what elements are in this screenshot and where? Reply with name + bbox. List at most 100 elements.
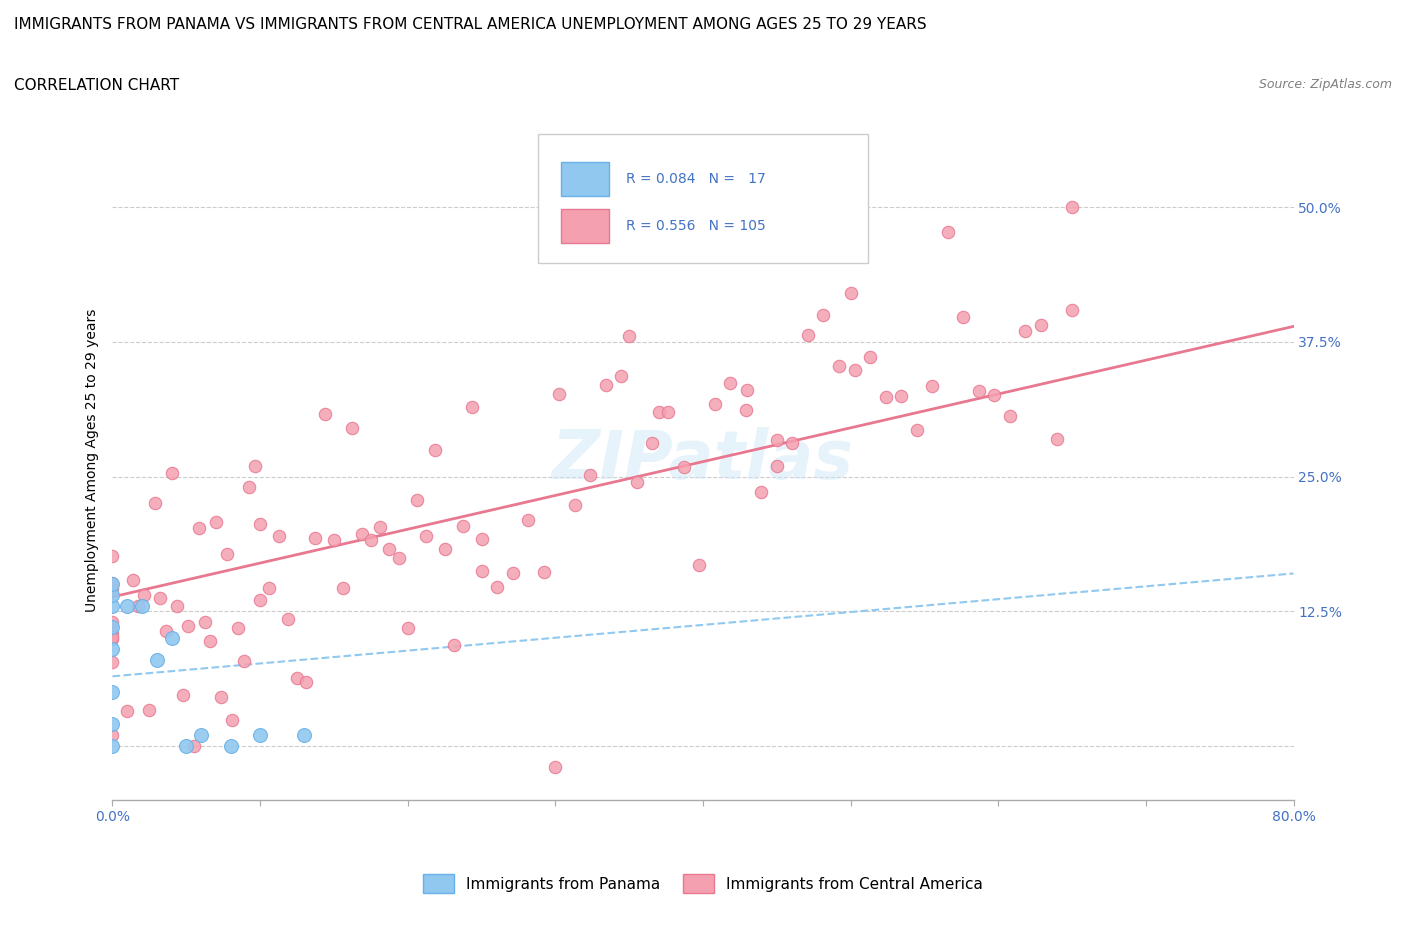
Point xyxy=(209,689,232,704)
Legend: Immigrants from Panama, Immigrants from Central America: Immigrants from Panama, Immigrants from … xyxy=(418,868,988,899)
Point xyxy=(177,618,200,633)
Point xyxy=(766,458,789,473)
Point xyxy=(127,599,149,614)
Point xyxy=(749,485,772,499)
Point xyxy=(619,329,641,344)
Point xyxy=(101,598,124,613)
Point xyxy=(101,581,124,596)
Text: CORRELATION CHART: CORRELATION CHART xyxy=(14,78,179,93)
Text: ZIPatlas: ZIPatlas xyxy=(553,428,853,493)
Point xyxy=(101,717,124,732)
Point xyxy=(406,493,429,508)
Point xyxy=(174,738,197,753)
Y-axis label: Unemployment Among Ages 25 to 29 years: Unemployment Among Ages 25 to 29 years xyxy=(84,309,98,612)
Bar xyxy=(561,162,609,195)
Text: Source: ZipAtlas.com: Source: ZipAtlas.com xyxy=(1258,78,1392,91)
Point xyxy=(782,435,804,450)
Point xyxy=(292,727,315,742)
Point xyxy=(249,727,271,742)
Point xyxy=(703,396,725,411)
Point xyxy=(249,517,271,532)
Point xyxy=(672,460,695,475)
Point xyxy=(243,458,266,473)
Point xyxy=(259,580,281,595)
Point xyxy=(533,565,555,579)
Point xyxy=(101,588,124,603)
Point xyxy=(952,310,974,325)
Point xyxy=(387,551,409,565)
Point xyxy=(267,529,290,544)
Point xyxy=(1045,432,1067,446)
Point xyxy=(101,684,124,699)
Point xyxy=(967,383,990,398)
Point xyxy=(101,577,124,591)
Point xyxy=(249,592,271,607)
Point xyxy=(146,652,169,667)
Point xyxy=(461,399,484,414)
Point xyxy=(285,671,308,685)
Point xyxy=(610,368,633,383)
Point xyxy=(657,405,679,419)
Point xyxy=(101,620,124,635)
Point xyxy=(433,541,456,556)
Point xyxy=(688,558,710,573)
Point xyxy=(101,625,124,640)
Point xyxy=(131,598,153,613)
Point xyxy=(1014,324,1036,339)
Point xyxy=(232,654,254,669)
Point xyxy=(117,704,138,719)
Point xyxy=(194,614,217,629)
Point xyxy=(579,468,602,483)
Point xyxy=(443,638,465,653)
Point xyxy=(844,362,866,377)
Text: R = 0.084   N =   17: R = 0.084 N = 17 xyxy=(626,172,766,186)
Point xyxy=(190,727,212,742)
Point xyxy=(368,520,391,535)
Point xyxy=(734,403,756,418)
Point xyxy=(470,564,494,578)
Point xyxy=(1062,302,1084,317)
Point xyxy=(875,390,897,405)
Point xyxy=(238,480,260,495)
Point xyxy=(101,549,124,564)
Point xyxy=(143,495,166,510)
Point xyxy=(983,387,1005,402)
Point xyxy=(304,530,326,545)
Point xyxy=(166,598,188,613)
Point xyxy=(828,359,851,374)
Point xyxy=(172,687,194,702)
Point xyxy=(813,308,835,323)
Point xyxy=(517,512,540,527)
Point xyxy=(470,531,494,546)
Point xyxy=(1029,318,1052,333)
Point xyxy=(766,433,789,448)
Point xyxy=(905,423,928,438)
Point xyxy=(101,727,124,742)
Point xyxy=(138,702,160,717)
Point xyxy=(200,633,222,648)
Point xyxy=(101,631,124,646)
Point xyxy=(839,286,862,300)
Point xyxy=(215,546,238,561)
Point xyxy=(936,224,959,239)
Point xyxy=(415,529,437,544)
Point xyxy=(378,542,401,557)
Point xyxy=(502,565,524,580)
Point xyxy=(859,350,882,365)
Point xyxy=(295,674,318,689)
Point xyxy=(226,620,249,635)
Point xyxy=(219,738,242,753)
Point xyxy=(564,498,586,512)
Point xyxy=(101,655,124,670)
Point xyxy=(117,598,138,613)
Point xyxy=(149,591,172,605)
Point xyxy=(647,405,671,419)
Point xyxy=(323,532,346,547)
Point xyxy=(155,624,177,639)
Point xyxy=(548,387,571,402)
Text: R = 0.556   N = 105: R = 0.556 N = 105 xyxy=(626,219,766,233)
Bar xyxy=(561,209,609,243)
Point xyxy=(921,379,943,393)
Point xyxy=(121,573,143,588)
Point xyxy=(797,327,820,342)
